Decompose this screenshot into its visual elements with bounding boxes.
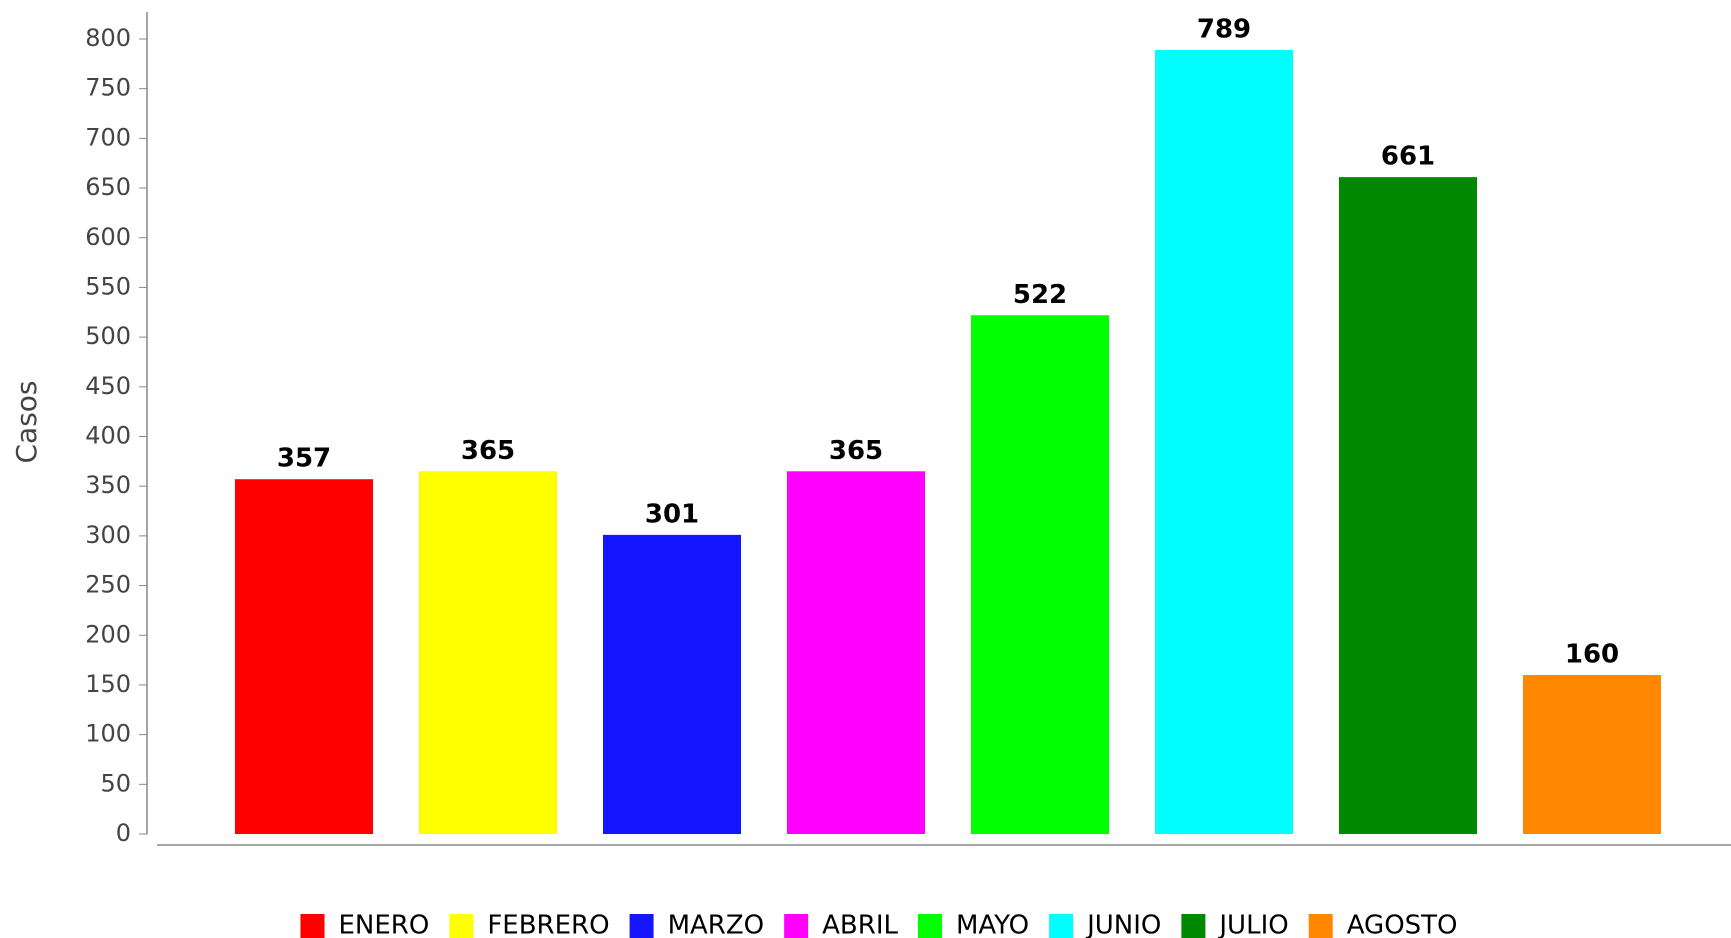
y-tick-label: 800 <box>85 24 131 52</box>
y-tick-label: 500 <box>85 322 131 350</box>
legend-label: MARZO <box>668 911 765 938</box>
legend-swatch <box>449 914 474 938</box>
legend-label: AGOSTO <box>1347 911 1458 938</box>
bar <box>1523 675 1661 834</box>
legend-swatch <box>1181 914 1206 938</box>
value-label: 365 <box>829 436 883 466</box>
legend-label: MAYO <box>956 911 1029 938</box>
y-tick-label: 400 <box>85 422 131 450</box>
legend: ENERO FEBRERO MARZO ABRIL MAYO JUNIO JULIO AGOS… <box>300 911 1458 938</box>
legend-swatch <box>784 914 809 938</box>
value-label: 522 <box>1013 280 1067 310</box>
legend-label: ABRIL <box>822 911 898 938</box>
value-label: 789 <box>1197 14 1251 44</box>
bar <box>603 534 741 834</box>
value-label: 365 <box>461 436 515 466</box>
y-tick-label: 300 <box>85 521 131 549</box>
bar <box>1339 177 1477 835</box>
value-label: 160 <box>1565 640 1619 670</box>
legend-label: ENERO <box>338 911 429 938</box>
y-tick-label: 250 <box>85 571 131 599</box>
legend-swatch <box>300 914 325 938</box>
legend-label: JULIO <box>1217 911 1288 938</box>
y-tick-label: 450 <box>85 372 131 400</box>
value-label: 301 <box>645 499 699 529</box>
bar <box>787 471 925 834</box>
bar <box>419 471 557 834</box>
legend-swatch <box>1049 914 1074 938</box>
bar <box>1155 49 1293 834</box>
y-tick-label: 550 <box>85 272 131 300</box>
legend-swatch <box>917 914 942 938</box>
bar <box>235 479 373 834</box>
y-tick-label: 600 <box>85 223 131 251</box>
value-label: 661 <box>1381 142 1435 172</box>
bar <box>971 315 1109 834</box>
y-tick-label: 700 <box>85 123 131 151</box>
y-tick-label: 150 <box>85 670 131 698</box>
y-tick-label: 200 <box>85 620 131 648</box>
legend-label: FEBRERO <box>487 911 609 938</box>
value-label: 357 <box>277 444 331 474</box>
y-tick-label: 0 <box>116 819 131 847</box>
legend-swatch <box>629 914 654 938</box>
y-tick-label: 100 <box>85 720 131 748</box>
legend-swatch <box>1308 914 1333 938</box>
legend-label: JUNIO <box>1085 911 1161 938</box>
y-tick-label: 350 <box>85 471 131 499</box>
y-tick-label: 50 <box>100 769 131 797</box>
y-tick-label: 650 <box>85 173 131 201</box>
y-axis-label: Casos <box>10 380 43 463</box>
y-tick-label: 750 <box>85 74 131 102</box>
